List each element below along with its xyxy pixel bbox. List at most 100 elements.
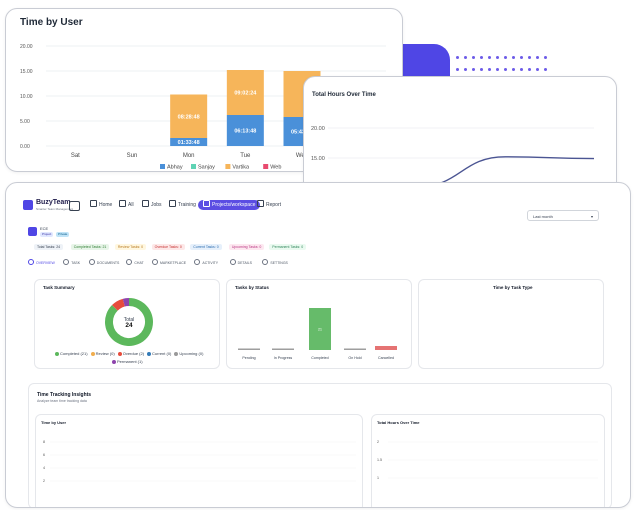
nav-all[interactable]: All bbox=[119, 200, 134, 210]
y-tick-label: 15.00 bbox=[311, 156, 325, 162]
project-header: ECE Project Private Total Tasks: 24 Compl… bbox=[26, 219, 610, 271]
x-tick-label: Tue bbox=[240, 153, 251, 159]
y-tick-label: 0.00 bbox=[20, 144, 30, 150]
project-name: ECE bbox=[40, 226, 49, 231]
legend-dot-icon bbox=[174, 351, 179, 356]
legend-item[interactable]: Permanent (1) bbox=[112, 359, 143, 364]
decorative-dot bbox=[528, 56, 531, 59]
y-tick-label: 6 bbox=[43, 453, 45, 457]
legend-item[interactable]: Upcoming (0) bbox=[174, 351, 203, 356]
date-range-value: Last month bbox=[533, 214, 553, 219]
bar-segment bbox=[170, 94, 208, 138]
decorative-dot bbox=[528, 68, 531, 71]
stat-chip: Current Tasks: 0 bbox=[190, 244, 222, 250]
tab-label: CHAT bbox=[134, 261, 144, 265]
y-tick-label: 20.00 bbox=[311, 126, 325, 132]
legend-item[interactable]: Overdue (2) bbox=[117, 351, 144, 356]
legend-item[interactable]: Current (0) bbox=[147, 351, 171, 356]
legend-label: Upcoming (0) bbox=[179, 351, 204, 356]
tab-task[interactable]: TASK bbox=[63, 259, 80, 266]
stat-chip: Review Tasks: 0 bbox=[114, 244, 147, 250]
nav-projects[interactable]: Projects/workspace bbox=[198, 200, 261, 210]
tab-documents[interactable]: DOCUMENTS bbox=[88, 259, 119, 266]
stat-chip: Upcoming Tasks: 0 bbox=[228, 244, 265, 250]
tab-label: DETAILS bbox=[237, 261, 252, 265]
nav-home[interactable]: Home bbox=[90, 200, 112, 210]
y-tick-label: 1.5 bbox=[377, 458, 382, 462]
tab-overview[interactable]: OVERVIEW bbox=[28, 259, 55, 266]
decorative-dot bbox=[464, 68, 467, 71]
bar-label: 06:13:48 bbox=[234, 129, 256, 135]
home-icon bbox=[90, 200, 97, 207]
x-tick-label: Completed bbox=[311, 356, 328, 360]
nav-training[interactable]: Training bbox=[169, 200, 196, 210]
y-tick-label: 1 bbox=[377, 476, 379, 480]
bar-segment bbox=[226, 115, 264, 146]
legend-swatch bbox=[225, 164, 231, 169]
legend-label: Current (0) bbox=[152, 351, 172, 356]
tab-details[interactable]: DETAILS bbox=[229, 259, 252, 266]
task-summary-card: Task Summary Total 24 Completed (21) Revie… bbox=[34, 279, 220, 369]
nav-training-label: Training bbox=[178, 202, 196, 208]
x-tick-label: Cancelled bbox=[378, 356, 394, 360]
bar-label: 21 bbox=[318, 328, 322, 332]
mini-time-by-user-card: Time by User 8 6 4 2 bbox=[35, 414, 363, 507]
legend-dot-icon bbox=[90, 351, 95, 356]
decorative-dot bbox=[480, 56, 483, 59]
stat-chip: Permanent Tasks: 0 bbox=[269, 244, 307, 250]
legend-label: Review (0) bbox=[95, 351, 115, 356]
y-tick-label: 4 bbox=[43, 466, 45, 470]
tab-label: SETTINGS bbox=[270, 261, 288, 265]
tab-activity[interactable]: ACTIVITY bbox=[194, 259, 218, 266]
tab-chat[interactable]: CHAT bbox=[126, 259, 144, 266]
decorative-dot bbox=[496, 68, 499, 71]
tasks-by-status-chart: Pending In Progress Completed On Hold Cancel… bbox=[238, 308, 397, 360]
tasks-by-status-title: Tasks by Status bbox=[235, 285, 269, 290]
status-bar bbox=[309, 308, 331, 350]
nav-home-label: Home bbox=[99, 202, 113, 208]
mini-total-hours-title: Total Hours Over Time bbox=[377, 420, 420, 425]
date-range-select[interactable]: Last month ▾ bbox=[527, 210, 599, 221]
bar-label: 08:28:48 bbox=[178, 114, 200, 120]
decorative-dot bbox=[456, 68, 459, 71]
tab-icon bbox=[194, 259, 201, 265]
folder-icon bbox=[203, 200, 210, 207]
y-tick-label: 8 bbox=[43, 440, 45, 444]
app-window: BuzyTeam Smarter Team Management Home Al… bbox=[5, 182, 631, 508]
nav-projects-label: Projects/workspace bbox=[212, 202, 256, 208]
tab-icon bbox=[152, 259, 158, 265]
donut-center-value: 24 bbox=[125, 322, 133, 329]
stat-chip: Overdue Tasks: 0 bbox=[151, 244, 185, 250]
legend-dot-icon bbox=[147, 351, 152, 356]
legend-label: Sanjay bbox=[198, 165, 215, 171]
x-tick-label: Wed bbox=[296, 153, 308, 159]
nav-report[interactable]: Report bbox=[257, 200, 281, 210]
tab-label: MARKETPLACE bbox=[160, 261, 187, 265]
x-tick-label: Sat bbox=[71, 153, 80, 159]
tab-marketplace[interactable]: MARKETPLACE bbox=[152, 259, 186, 266]
tab-icon bbox=[63, 259, 70, 265]
legend-item[interactable]: Completed (21) bbox=[55, 351, 88, 356]
legend-label: Completed (21) bbox=[60, 351, 88, 356]
sidebar-toggle-icon[interactable] bbox=[69, 201, 80, 211]
nav-all-label: All bbox=[128, 202, 134, 208]
y-tick-label: 5.00 bbox=[20, 119, 30, 125]
chevron-down-icon: ▾ bbox=[590, 214, 593, 219]
project-visibility-badge: Private bbox=[56, 232, 70, 237]
task-summary-legend-extra: Permanent (1) bbox=[112, 359, 146, 364]
donut-slice bbox=[122, 298, 130, 307]
tab-label: TASK bbox=[71, 261, 81, 265]
decorative-dot bbox=[544, 68, 547, 71]
tab-icon bbox=[229, 259, 236, 265]
status-bar bbox=[375, 346, 397, 350]
tab-settings[interactable]: SETTINGS bbox=[262, 259, 288, 266]
nav-jobs[interactable]: Jobs bbox=[142, 200, 162, 210]
legend-swatch bbox=[263, 164, 269, 169]
y-tick-label: 2 bbox=[43, 479, 45, 483]
legend-item[interactable]: Review (0) bbox=[90, 351, 115, 356]
decorative-dot bbox=[472, 56, 475, 59]
legend-swatch bbox=[191, 164, 196, 169]
decorative-dot bbox=[520, 68, 523, 71]
status-bar bbox=[238, 348, 260, 350]
mini-time-by-user-title: Time by User bbox=[41, 420, 67, 425]
